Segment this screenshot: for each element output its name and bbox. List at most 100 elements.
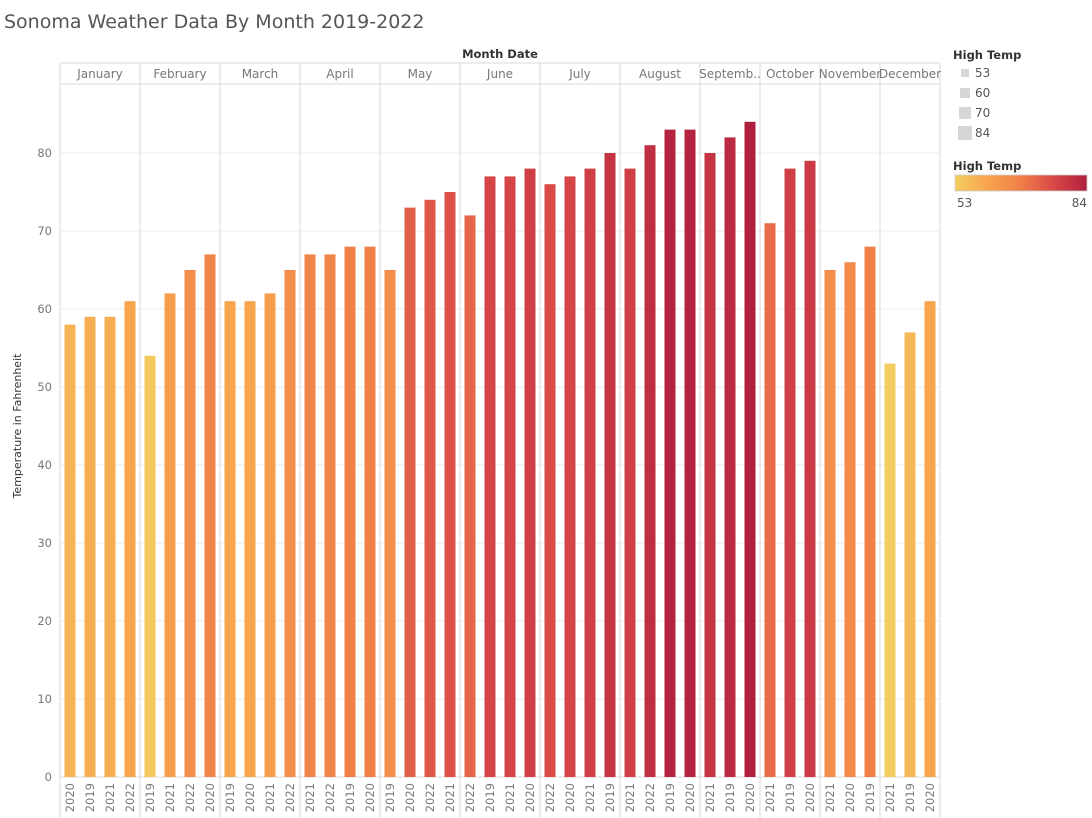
y-tick-label: 40 xyxy=(37,458,52,472)
bar-July-2021 xyxy=(584,168,596,778)
month-header-9: October xyxy=(766,67,814,81)
x-tick-label: 2022 xyxy=(183,783,197,812)
month-headers: January February March April May June July Augu… xyxy=(76,67,941,81)
x-tick-label: 2020 xyxy=(923,783,937,812)
bar-October-2021 xyxy=(764,223,776,777)
bar-March-2020 xyxy=(244,301,256,777)
y-tick-label: 20 xyxy=(37,614,52,628)
x-tick-label: 2020 xyxy=(523,783,537,812)
bar-January-2021 xyxy=(104,316,116,777)
x-tick-label: 2021 xyxy=(883,783,897,812)
x-tick-label: 2020 xyxy=(743,783,757,812)
color-legend-max: 84 xyxy=(1072,196,1087,210)
bar-May-2019 xyxy=(384,270,396,777)
bar-January-2020 xyxy=(64,324,76,777)
bar-May-2020 xyxy=(404,207,416,778)
x-tick-label: 2020 xyxy=(403,783,417,812)
bar-July-2019 xyxy=(604,153,616,777)
x-tick-label: 2021 xyxy=(763,783,777,812)
size-legend-swatch xyxy=(961,69,969,77)
month-header-0: January xyxy=(76,67,123,81)
bar-February-2021 xyxy=(164,293,176,777)
x-tick-label: 2019 xyxy=(143,783,157,812)
month-header-2: March xyxy=(242,67,279,81)
bar-October-2019 xyxy=(784,168,796,778)
bar-August-2019 xyxy=(664,129,676,778)
bar-June-2020 xyxy=(524,168,536,778)
bar-March-2022 xyxy=(284,270,296,777)
month-header-5: June xyxy=(486,67,513,81)
color-legend-title: High Temp xyxy=(953,159,1021,173)
y-tick-label: 50 xyxy=(37,380,52,394)
size-legend-label: 53 xyxy=(975,66,990,80)
x-tick-label: 2019 xyxy=(223,783,237,812)
x-tick-label: 2019 xyxy=(483,783,497,812)
month-header-4: May xyxy=(408,67,433,81)
column-header: Month Date xyxy=(462,47,538,61)
x-tick-label: 2021 xyxy=(443,783,457,812)
bar-November-2019 xyxy=(864,246,876,778)
x-tick-label: 2021 xyxy=(263,783,277,812)
bar-April-2020 xyxy=(364,246,376,778)
x-tick-label: 2021 xyxy=(703,783,717,812)
x-tick-label: 2021 xyxy=(503,783,517,812)
x-tick-label: 2022 xyxy=(643,783,657,812)
bar-April-2021 xyxy=(304,254,316,777)
x-tick-label: 2021 xyxy=(103,783,117,812)
x-tick-label: 2020 xyxy=(243,783,257,812)
y-tick-label: 70 xyxy=(37,224,52,238)
month-header-1: February xyxy=(153,67,206,81)
bars xyxy=(64,121,936,778)
x-axis-year-labels: 2020 2019 2021 2022 2019 2021 2022 2020 2019 2020… xyxy=(63,783,937,812)
bar-Septemb..-2020 xyxy=(744,121,756,778)
y-tick-label: 0 xyxy=(45,770,52,784)
bar-June-2021 xyxy=(504,176,516,777)
x-tick-label: 2021 xyxy=(823,783,837,812)
bar-March-2019 xyxy=(224,301,236,777)
x-tick-label: 2021 xyxy=(623,783,637,812)
bar-Septemb..-2021 xyxy=(704,153,716,777)
x-tick-label: 2019 xyxy=(343,783,357,812)
x-tick-label: 2020 xyxy=(683,783,697,812)
color-legend-min: 53 xyxy=(957,196,972,210)
color-legend-ramp xyxy=(954,174,1088,192)
y-tick-label: 60 xyxy=(37,302,52,316)
x-tick-label: 2019 xyxy=(383,783,397,812)
month-header-6: July xyxy=(568,67,591,81)
bar-April-2022 xyxy=(324,254,336,777)
bar-November-2021 xyxy=(824,270,836,777)
y-axis-ticks: 0 10 20 30 40 50 60 70 80 xyxy=(37,146,52,784)
bar-February-2019 xyxy=(144,355,156,777)
x-tick-label: 2022 xyxy=(323,783,337,812)
bar-December-2020 xyxy=(924,301,936,777)
bar-June-2019 xyxy=(484,176,496,777)
bar-December-2021 xyxy=(884,363,896,777)
bar-February-2020 xyxy=(204,254,216,777)
bar-August-2021 xyxy=(624,168,636,778)
bar-April-2019 xyxy=(344,246,356,778)
bar-June-2022 xyxy=(464,215,476,777)
bar-May-2021 xyxy=(444,192,456,777)
bar-July-2022 xyxy=(544,184,556,777)
x-tick-label: 2020 xyxy=(843,783,857,812)
x-tick-label: 2021 xyxy=(303,783,317,812)
x-tick-label: 2022 xyxy=(463,783,477,812)
x-tick-label: 2021 xyxy=(583,783,597,812)
month-header-10: November xyxy=(819,67,881,81)
y-axis-label: Temperature in Fahrenheit xyxy=(11,353,24,500)
y-tick-label: 80 xyxy=(37,146,52,160)
x-tick-label: 2019 xyxy=(723,783,737,812)
size-legend-swatch xyxy=(959,107,971,119)
size-legend-label: 84 xyxy=(975,126,990,140)
bar-August-2020 xyxy=(684,129,696,778)
bar-May-2022 xyxy=(424,199,436,778)
bar-January-2019 xyxy=(84,316,96,777)
x-tick-label: 2019 xyxy=(903,783,917,812)
bar-November-2020 xyxy=(844,262,856,777)
x-tick-label: 2020 xyxy=(63,783,77,812)
y-tick-label: 30 xyxy=(37,536,52,550)
size-legend: 53 60 70 84 xyxy=(958,66,990,140)
month-header-7: August xyxy=(639,67,681,81)
x-tick-label: 2019 xyxy=(663,783,677,812)
